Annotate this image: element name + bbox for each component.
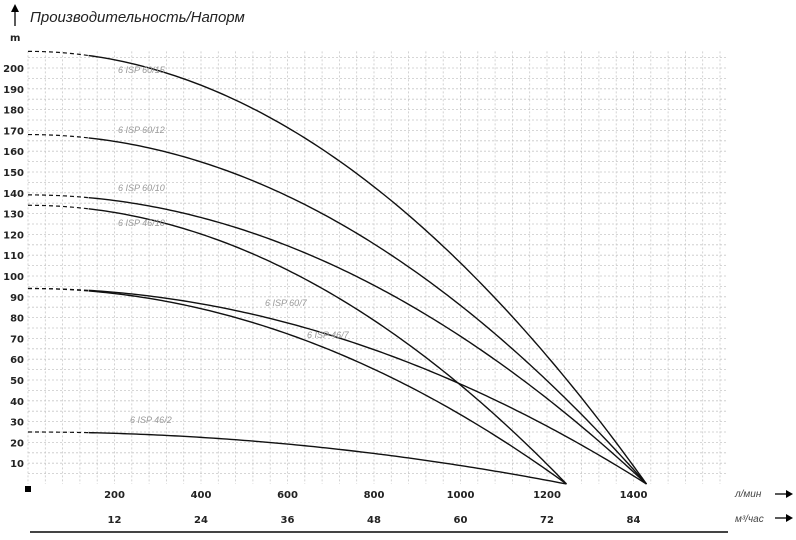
- curve-dashed-segment: [27, 287, 89, 292]
- y-tick-label: 40: [10, 397, 24, 408]
- curve-line: [88, 208, 567, 485]
- curve-dashed-segment: [27, 194, 89, 199]
- grid: [27, 51, 728, 484]
- curve-line: [88, 54, 648, 485]
- y-tick-label: 70: [10, 334, 24, 345]
- curve-line: [88, 290, 567, 485]
- series-label: 6 ISP 46/10: [118, 218, 165, 228]
- x-tick-label: 1200: [533, 490, 561, 501]
- y-tick-label: 90: [10, 293, 24, 304]
- series-label: 6 ISP 60/12: [118, 125, 165, 135]
- series-label: 6 ISP 60/10: [118, 183, 165, 193]
- curve-dashed-segment: [27, 431, 89, 434]
- y-tick-label: 190: [3, 85, 24, 96]
- x-arrow-primary-icon: [775, 490, 793, 498]
- x-arrow-secondary-icon: [775, 514, 793, 522]
- x-axis-unit-secondary: м³/час: [735, 514, 764, 525]
- origin-marker: [25, 486, 31, 492]
- y-tick-label: 140: [3, 189, 24, 200]
- y-tick-label: 110: [3, 251, 24, 262]
- y-tick-label: 180: [3, 106, 24, 117]
- curve-dashed-segment: [27, 50, 89, 57]
- curve-line: [88, 431, 567, 485]
- y-tick-label: 150: [3, 168, 24, 179]
- x-tick-label: 200: [104, 490, 125, 501]
- x-tick-label: 1000: [447, 490, 475, 501]
- y-tick-label: 120: [3, 230, 24, 241]
- x-tick-label: 400: [191, 490, 212, 501]
- y-tick-label: 160: [3, 147, 24, 158]
- y-tick-label: 130: [3, 210, 24, 221]
- curve-dashed-segment: [27, 204, 89, 210]
- y-tick-label: 20: [10, 438, 24, 449]
- y-tick-label: 100: [3, 272, 24, 283]
- curve-line: [88, 289, 647, 485]
- x-tick-label-secondary: 60: [454, 515, 468, 526]
- series-label: 6 ISP 60/7: [265, 298, 308, 308]
- chart-title: Производительность/Напорм: [30, 9, 245, 26]
- y-axis-arrow-icon: [11, 4, 19, 26]
- y-tick-label: 50: [10, 376, 24, 387]
- x-tick-label-secondary: 48: [367, 515, 381, 526]
- y-tick-label: 200: [3, 64, 24, 75]
- x-tick-label-secondary: 12: [108, 515, 122, 526]
- x-axis-unit-primary: л/мин: [734, 489, 762, 500]
- y-axis-label: m: [10, 33, 20, 44]
- x-tick-label: 800: [364, 490, 385, 501]
- x-tick-label: 1400: [620, 490, 648, 501]
- x-tick-label-secondary: 36: [281, 515, 295, 526]
- curve-line: [88, 137, 647, 485]
- curve-line: [88, 196, 647, 485]
- y-tick-label: 60: [10, 355, 24, 366]
- y-tick-label: 170: [3, 126, 24, 137]
- x-tick-label-secondary: 24: [194, 515, 208, 526]
- series-label: 6 ISP 60/15: [118, 65, 166, 75]
- x-tick-label-secondary: 72: [540, 515, 554, 526]
- y-tick-label: 30: [10, 418, 24, 429]
- series-label: 6 ISP 46/7: [307, 330, 350, 340]
- x-tick-label: 600: [277, 490, 298, 501]
- y-tick-label: 10: [10, 459, 24, 470]
- y-tick-label: 80: [10, 314, 24, 325]
- x-tick-label-secondary: 84: [627, 515, 641, 526]
- curve-dashed-segment: [27, 133, 89, 139]
- series-label: 6 ISP 46/2: [130, 415, 172, 425]
